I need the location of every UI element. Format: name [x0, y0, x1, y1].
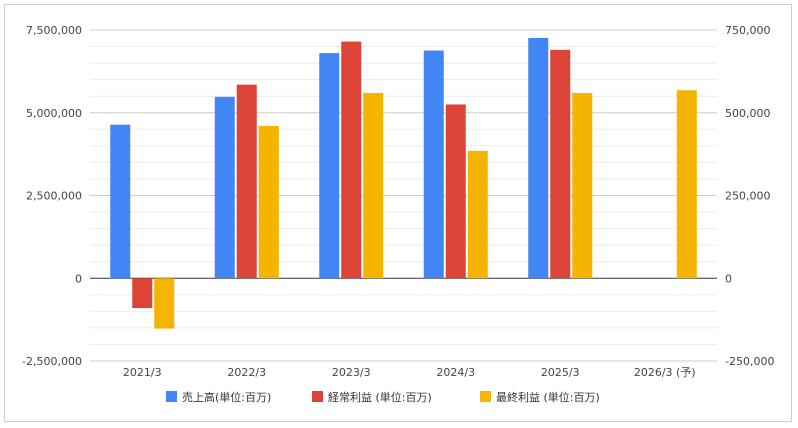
bar-3-1 [154, 278, 175, 329]
category-label: 2025/3 [541, 366, 580, 379]
bar-2-4 [445, 104, 466, 279]
legend-swatch [166, 391, 177, 402]
legend-label: 経常利益 (単位:百万) [328, 390, 432, 404]
left-tick-label: 7,500,000 [26, 24, 82, 37]
left-tick-label: 2,500,000 [26, 190, 82, 203]
left-tick-label: 0 [75, 272, 82, 285]
bars [110, 37, 697, 329]
category-label: 2022/3 [227, 366, 266, 379]
category-label: 2026/3 (予) [634, 366, 696, 379]
legend-swatch [480, 391, 491, 402]
right-tick-label: 750,000 [725, 24, 771, 37]
bar-2-5 [550, 49, 571, 279]
bar-1-2 [214, 96, 235, 279]
right-tick-label: 500,000 [725, 107, 771, 120]
right-tick-label: 250,000 [725, 190, 771, 203]
bar-3-2 [258, 125, 279, 279]
bar-3-3 [363, 92, 384, 279]
legend: 売上高(単位:百万) 経常利益 (単位:百万) 最終利益 (単位:百万) [166, 390, 600, 404]
legend-swatch [312, 391, 323, 402]
bar-2-3 [341, 41, 362, 279]
bar-3-5 [572, 92, 593, 279]
bar-1-5 [528, 37, 549, 279]
bar-2-1 [132, 278, 153, 309]
category-label: 2023/3 [332, 366, 371, 379]
bar-3-4 [467, 150, 488, 279]
left-axis-ticks: -2,500,000 0 2,500,000 5,000,000 7,500,000 [22, 24, 82, 368]
category-label: 2021/3 [123, 366, 162, 379]
x-axis-categories: 2021/3 2022/3 2023/3 2024/3 2025/3 2026/3 (予) [123, 366, 696, 379]
bar-1-1 [110, 124, 131, 279]
bar-2-2 [236, 84, 257, 279]
legend-label: 最終利益 (単位:百万) [496, 390, 600, 404]
right-tick-label: -250,000 [725, 355, 774, 368]
bar-3-6 [676, 90, 697, 279]
grid-lines [90, 29, 717, 362]
bar-1-3 [319, 53, 340, 279]
bar-1-4 [423, 50, 444, 279]
left-tick-label: -2,500,000 [22, 355, 82, 368]
right-axis-ticks: -250,000 0 250,000 500,000 750,000 [725, 24, 774, 368]
category-label: 2024/3 [436, 366, 475, 379]
left-tick-label: 5,000,000 [26, 107, 82, 120]
legend-label: 売上高(単位:百万) [182, 390, 271, 404]
chart-frame [4, 4, 792, 422]
right-tick-label: 0 [725, 272, 732, 285]
